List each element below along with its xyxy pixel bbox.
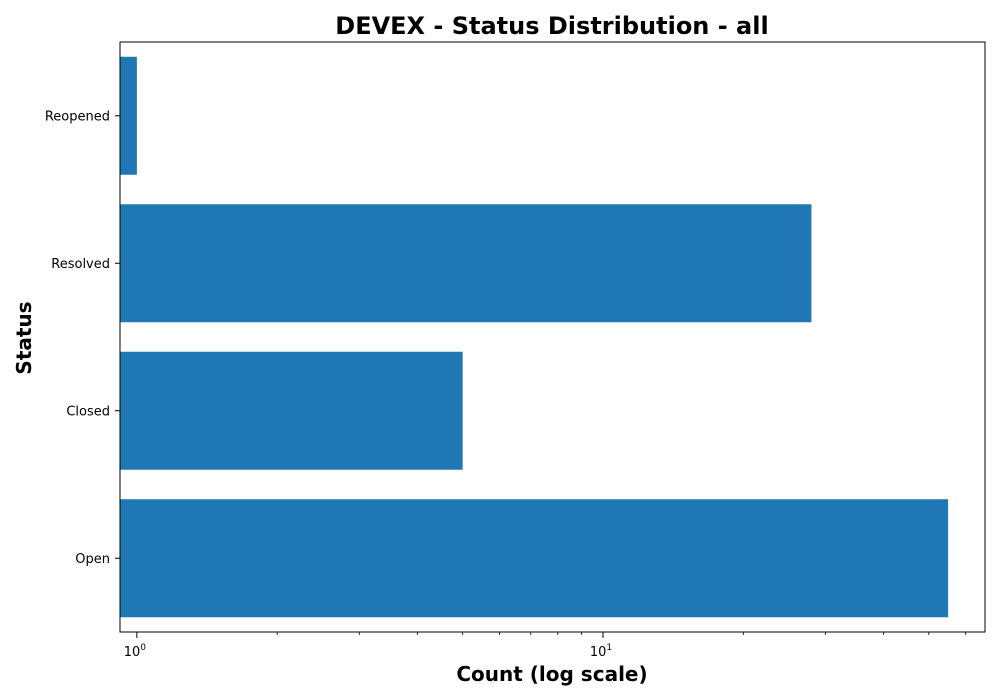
chart-title: DEVEX - Status Distribution - all — [335, 12, 768, 40]
y-tick-label-closed: Closed — [66, 404, 110, 419]
x-tick-label: 100 — [124, 643, 147, 660]
y-tick-label-reopened: Reopened — [45, 109, 110, 124]
y-tick-label-open: Open — [75, 552, 110, 567]
bar-open — [120, 499, 949, 618]
plot-frame — [119, 41, 986, 633]
y-tick-label-resolved: Resolved — [51, 257, 110, 272]
bar-resolved — [120, 204, 812, 323]
bar-reopened — [120, 56, 137, 175]
bar-closed — [120, 351, 463, 470]
y-axis-label: Status — [12, 301, 36, 374]
x-axis-label: Count (log scale) — [456, 662, 647, 686]
bars-layer — [120, 56, 949, 618]
x-tick-label: 101 — [590, 643, 612, 660]
